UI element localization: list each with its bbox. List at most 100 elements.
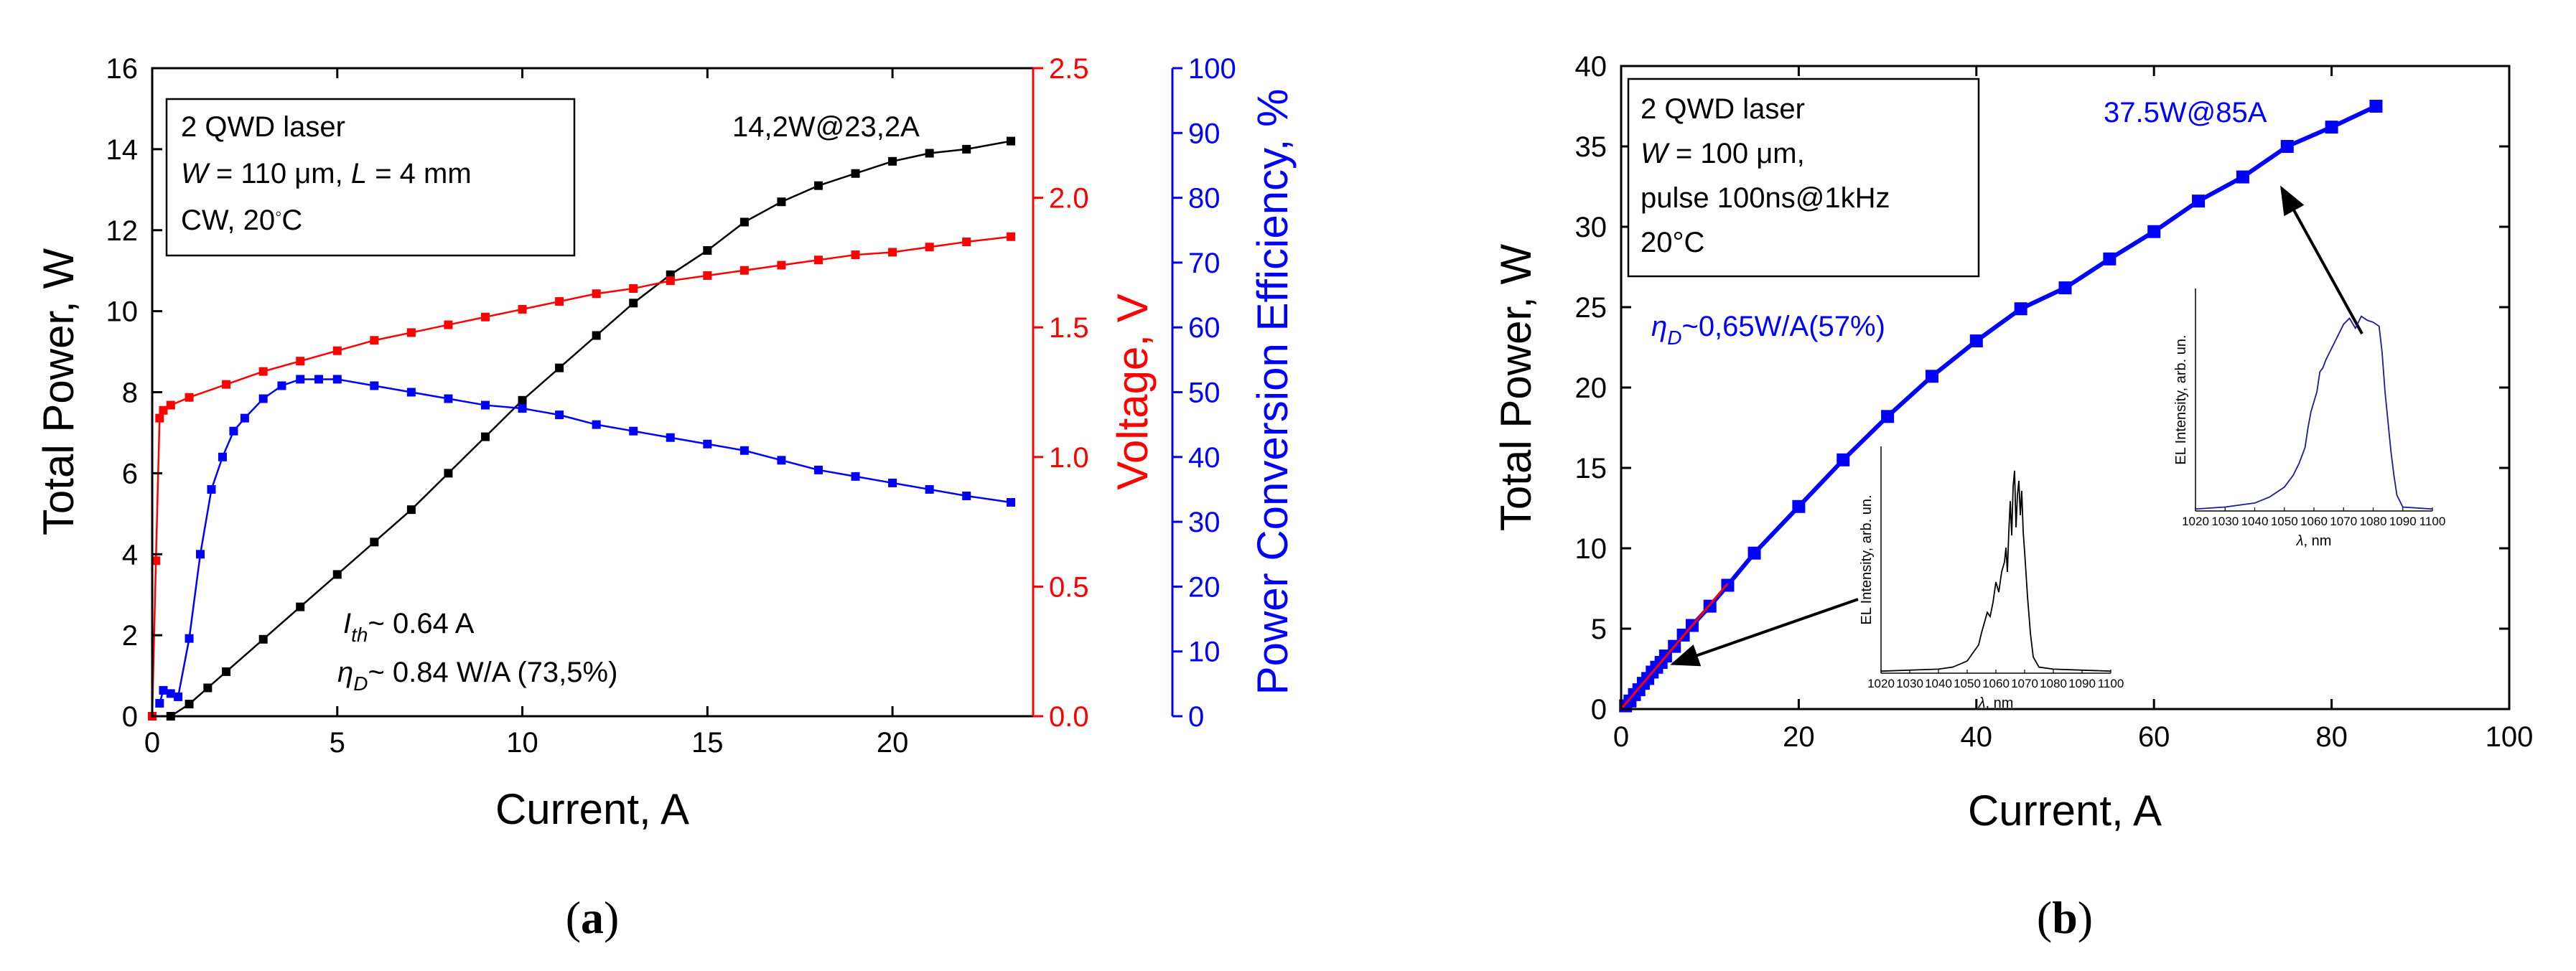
inset-high-x-tick-label: 1070 [2330, 515, 2357, 528]
b-x-tick-label: 60 [2138, 721, 2170, 753]
a-efficiency-tick-label: 60 [1188, 312, 1221, 344]
a-point-power-conversion-efficiency [229, 426, 238, 436]
a-point-total-power [739, 217, 749, 227]
a-point-total-power [813, 181, 823, 190]
a-point-voltage [739, 266, 749, 275]
inset-low-x-tick-label: 1090 [2068, 677, 2096, 690]
a-point-power-conversion-efficiency [444, 394, 453, 403]
a-point-total-power [185, 700, 194, 709]
inset-low-x-tick-label: 1040 [1925, 677, 1952, 690]
a-point-voltage [185, 393, 194, 402]
a-point-total-power [703, 245, 712, 255]
a-y-tick-label: 10 [106, 296, 139, 328]
a-efficiency-tick-label: 10 [1188, 637, 1221, 668]
panel-a-efficiency-axis-label: Power Conversion Efficiency, % [1249, 89, 1297, 695]
inset-high-x-tick-label: 1060 [2300, 515, 2328, 528]
panel-a-legend-box [165, 98, 576, 257]
a-point-power-conversion-efficiency [777, 456, 786, 465]
a-point-power-conversion-efficiency [207, 484, 216, 494]
a-point-power-conversion-efficiency [277, 381, 286, 390]
a-y-tick-label: 6 [122, 458, 138, 489]
panel-a-x-axis-label: Current, A [495, 785, 689, 833]
a-efficiency-tick-label: 100 [1188, 53, 1236, 85]
a-point-power-conversion-efficiency [925, 484, 934, 494]
inset-low-y-axis-label: EL Intensity, arb. un. [1859, 494, 1875, 624]
panel-a: 0 5 10 15 20 0 2 4 6 8 10 12 14 16 0.0 0.5 1.0 1.5 2.0 2.5 0… [34, 53, 1297, 943]
a-point-total-power [222, 667, 231, 676]
a-point-voltage [151, 556, 161, 566]
panel-b-arrow-high-current [2280, 185, 2363, 334]
b-point-total-power [1881, 410, 1895, 423]
a-point-power-conversion-efficiency [1007, 498, 1016, 507]
panel-b-caption: (b) [2037, 892, 2093, 943]
panel-a-slope-annotation: ηD~ 0.84 W/A (73,5%) [337, 657, 617, 695]
a-point-power-conversion-efficiency [629, 426, 638, 436]
panel-b-arrow-low-current [1670, 598, 1859, 667]
a-point-voltage [332, 346, 342, 355]
a-x-tick-label: 15 [691, 727, 724, 759]
inset-low-x-tick-label: 1060 [1982, 677, 2010, 690]
a-point-power-conversion-efficiency [851, 472, 860, 481]
a-point-power-conversion-efficiency [739, 446, 749, 455]
a-point-power-conversion-efficiency [888, 478, 897, 487]
inset-low-x-tick-label: 1100 [2098, 677, 2124, 690]
inset-high-x-tick-label: 1020 [2182, 515, 2209, 528]
a-point-power-conversion-efficiency [592, 420, 601, 429]
a-efficiency-tick-label: 90 [1188, 118, 1221, 149]
inset-high-spectrum-line [2195, 315, 2433, 510]
a-point-total-power [480, 432, 490, 441]
panel-b-legend-line4: 20°C [1641, 227, 1704, 258]
a-point-power-conversion-efficiency [518, 404, 527, 413]
a-point-power-conversion-efficiency [185, 634, 194, 643]
b-point-total-power [2369, 100, 2383, 113]
a-series-line-power-conversion-efficiency [159, 378, 1012, 704]
a-point-power-conversion-efficiency [240, 413, 249, 423]
b-x-tick-label: 40 [1961, 721, 1993, 753]
a-point-total-power [258, 634, 268, 644]
a-efficiency-tick-label: 80 [1188, 183, 1221, 215]
a-y-tick-label: 4 [122, 539, 138, 571]
a-point-total-power [851, 169, 860, 178]
a-point-power-conversion-efficiency [666, 433, 675, 442]
b-y-tick-label: 40 [1575, 51, 1607, 83]
inset-low-x-tick-label: 1050 [1954, 677, 1981, 690]
b-y-tick-label: 5 [1591, 614, 1607, 645]
a-y-tick-label: 12 [106, 215, 139, 247]
a-y-tick-label: 0 [122, 701, 138, 733]
a-point-power-conversion-efficiency [174, 692, 183, 701]
a-point-voltage [666, 276, 675, 286]
a-point-power-conversion-efficiency [962, 491, 971, 500]
a-y-tick-label: 2 [122, 620, 138, 652]
b-x-tick-label: 100 [2486, 721, 2534, 753]
a-point-power-conversion-efficiency [155, 698, 164, 708]
a-point-voltage [925, 243, 934, 252]
a-voltage-tick-label: 1.0 [1049, 442, 1089, 474]
inset-low-spectrum-line [1880, 470, 2111, 672]
a-point-voltage [703, 271, 712, 280]
a-voltage-tick-label: 2.0 [1049, 183, 1089, 215]
a-x-tick-label: 10 [506, 727, 538, 759]
b-series-line-linear-fit [1620, 583, 1729, 710]
a-point-power-conversion-efficiency [480, 400, 490, 410]
panel-b-legend-line1: 2 QWD laser [1641, 93, 1805, 125]
b-y-tick-label: 25 [1575, 292, 1607, 324]
a-point-total-power [1007, 136, 1016, 146]
a-point-total-power [925, 149, 934, 158]
a-point-power-conversion-efficiency [296, 375, 305, 384]
a-point-total-power [444, 469, 453, 478]
a-voltage-tick-label: 0.5 [1049, 571, 1089, 603]
a-point-total-power [629, 299, 638, 308]
a-point-power-conversion-efficiency [159, 685, 168, 695]
inset-high-x-tick-label: 1100 [2419, 515, 2446, 528]
a-point-power-conversion-efficiency [406, 388, 416, 397]
a-point-voltage [406, 328, 416, 337]
panel-b-legend-box [1627, 78, 1980, 278]
panel-a-legend-line1: 2 QWD laser [181, 111, 345, 143]
a-point-voltage [518, 304, 527, 314]
a-point-voltage [166, 400, 175, 410]
a-x-tick-label: 20 [877, 727, 909, 759]
b-y-tick-label: 20 [1575, 372, 1607, 404]
b-point-total-power [1747, 546, 1761, 560]
a-point-total-power [370, 538, 379, 547]
